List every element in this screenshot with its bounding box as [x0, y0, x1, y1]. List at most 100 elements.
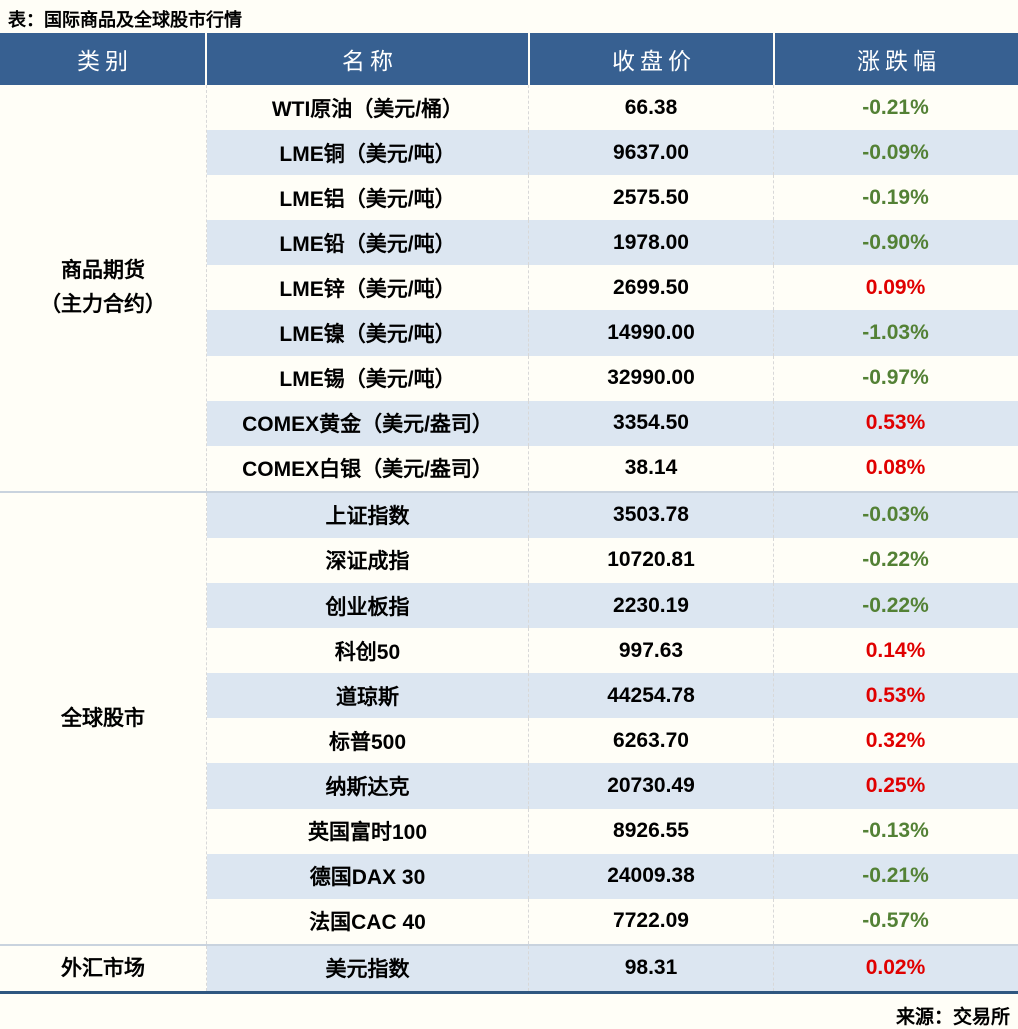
change-percent: -0.19% [862, 185, 929, 209]
table-row: 标普500 6263.70 0.32% [207, 718, 1018, 764]
source-note: 来源：交易所 [895, 1006, 1010, 1028]
table-row: LME铝（美元/吨） 2575.50 -0.19% [207, 175, 1018, 221]
close-price: 3354.50 [529, 400, 774, 446]
close-price: 2230.19 [529, 583, 774, 629]
market-table: 类别 名称 收盘价 涨跌幅 商品期货 （主力合约） WTI原油（美元/桶） 66.38… [0, 33, 1018, 994]
category-label-line: （主力合约） [40, 292, 166, 316]
change-percent: -0.22% [862, 548, 929, 572]
change-percent: 0.53% [865, 683, 926, 707]
category-cell: 外汇市场 [0, 945, 207, 991]
close-price: 997.63 [529, 628, 774, 674]
table-row: 德国DAX 30 24009.38 -0.21% [207, 853, 1018, 899]
instrument-name: LME铝（美元/吨） [207, 175, 529, 221]
table-body: 商品期货 （主力合约） WTI原油（美元/桶） 66.38 -0.21% LME铜（美元/… [0, 85, 1018, 994]
close-price: 32990.00 [529, 355, 774, 401]
table-row: 深证成指 10720.81 -0.22% [207, 537, 1018, 584]
instrument-name: COMEX白银（美元/盎司） [207, 445, 529, 491]
instrument-name: 英国富时100 [207, 808, 529, 854]
instrument-name: 深证成指 [207, 537, 529, 584]
column-header-change: 涨跌幅 [775, 33, 1018, 85]
category-cell: 商品期货 （主力合约） [0, 85, 207, 491]
category-cell: 全球股市 [0, 492, 207, 944]
instrument-name: 纳斯达克 [207, 763, 529, 809]
change-percent: -0.97% [862, 366, 929, 390]
instrument-name: 科创50 [207, 628, 529, 674]
table-row: 英国富时100 8926.55 -0.13% [207, 808, 1018, 854]
instrument-name: 道琼斯 [207, 673, 529, 719]
change-percent: -0.90% [862, 230, 929, 254]
change-percent: 0.08% [865, 456, 926, 480]
close-price: 1978.00 [529, 220, 774, 266]
instrument-name: 标普500 [207, 718, 529, 764]
table-row: LME铅（美元/吨） 1978.00 -0.90% [207, 220, 1018, 266]
table-row: COMEX白银（美元/盎司） 38.14 0.08% [207, 445, 1018, 491]
table-row: LME锡（美元/吨） 32990.00 -0.97% [207, 355, 1018, 401]
close-price: 8926.55 [529, 808, 774, 854]
close-price: 98.31 [529, 945, 774, 991]
group-rows: 上证指数 3503.78 -0.03% 深证成指 10720.81 -0.22% 创业板指 2… [207, 492, 1018, 944]
category-label-line: 商品期货 [61, 259, 145, 283]
close-price: 24009.38 [529, 853, 774, 899]
change-percent: -0.21% [862, 95, 929, 119]
close-price: 2699.50 [529, 265, 774, 311]
instrument-name: COMEX黄金（美元/盎司） [207, 400, 529, 446]
change-percent: -0.13% [862, 819, 929, 843]
table-row: COMEX黄金（美元/盎司） 3354.50 0.53% [207, 400, 1018, 446]
close-price: 2575.50 [529, 175, 774, 221]
change-percent: 0.02% [865, 956, 926, 980]
table-row: LME镍（美元/吨） 14990.00 -1.03% [207, 310, 1018, 356]
table-row: LME铜（美元/吨） 9637.00 -0.09% [207, 130, 1018, 176]
table-row: 道琼斯 44254.78 0.53% [207, 673, 1018, 719]
close-price: 3503.78 [529, 492, 774, 538]
change-percent: -0.21% [862, 864, 929, 888]
instrument-name: 法国CAC 40 [207, 898, 529, 944]
close-price: 20730.49 [529, 763, 774, 809]
table-group: 外汇市场 美元指数 98.31 0.02% [0, 943, 1018, 991]
instrument-name: WTI原油（美元/桶） [207, 85, 529, 131]
instrument-name: 美元指数 [207, 945, 529, 991]
change-percent: 0.32% [865, 728, 926, 752]
change-percent: -0.57% [862, 909, 929, 933]
table-row: 法国CAC 40 7722.09 -0.57% [207, 898, 1018, 944]
instrument-name: LME锌（美元/吨） [207, 265, 529, 311]
change-percent: 0.09% [865, 275, 926, 299]
table-row: 上证指数 3503.78 -0.03% [207, 492, 1018, 538]
instrument-name: 创业板指 [207, 583, 529, 629]
table-row: LME锌（美元/吨） 2699.50 0.09% [207, 265, 1018, 311]
close-price: 44254.78 [529, 673, 774, 719]
group-rows: 美元指数 98.31 0.02% [207, 945, 1018, 991]
instrument-name: LME锡（美元/吨） [207, 355, 529, 401]
table-group: 全球股市 上证指数 3503.78 -0.03% 深证成指 10720.81 -0.22% 创… [0, 490, 1018, 944]
column-header-category: 类别 [0, 33, 207, 85]
table-group: 商品期货 （主力合约） WTI原油（美元/桶） 66.38 -0.21% LME铜（美元/… [0, 85, 1018, 491]
close-price: 38.14 [529, 445, 774, 491]
close-price: 14990.00 [529, 310, 774, 356]
table-row: 纳斯达克 20730.49 0.25% [207, 763, 1018, 809]
table-row: 创业板指 2230.19 -0.22% [207, 583, 1018, 629]
close-price: 6263.70 [529, 718, 774, 764]
instrument-name: 上证指数 [207, 492, 529, 538]
instrument-name: LME镍（美元/吨） [207, 310, 529, 356]
table-row: 美元指数 98.31 0.02% [207, 945, 1018, 991]
table-header-row: 类别 名称 收盘价 涨跌幅 [0, 33, 1018, 85]
change-percent: -0.22% [862, 593, 929, 617]
change-percent: -1.03% [862, 321, 929, 345]
change-percent: 0.25% [865, 773, 926, 797]
instrument-name: LME铅（美元/吨） [207, 220, 529, 266]
table-row: WTI原油（美元/桶） 66.38 -0.21% [207, 85, 1018, 131]
column-header-close: 收盘价 [530, 33, 775, 85]
table-row: 科创50 997.63 0.14% [207, 628, 1018, 674]
page-title: 表：国际商品及全球股市行情 [8, 10, 242, 30]
close-price: 9637.00 [529, 130, 774, 176]
close-price: 66.38 [529, 85, 774, 131]
category-label-line: 外汇市场 [61, 956, 145, 980]
change-percent: 0.14% [865, 638, 926, 662]
instrument-name: LME铜（美元/吨） [207, 130, 529, 176]
group-rows: WTI原油（美元/桶） 66.38 -0.21% LME铜（美元/吨） 9637.00 -… [207, 85, 1018, 491]
change-percent: 0.53% [865, 411, 926, 435]
change-percent: -0.03% [862, 503, 929, 527]
change-percent: -0.09% [862, 140, 929, 164]
column-header-name: 名称 [207, 33, 530, 85]
close-price: 10720.81 [529, 537, 774, 584]
